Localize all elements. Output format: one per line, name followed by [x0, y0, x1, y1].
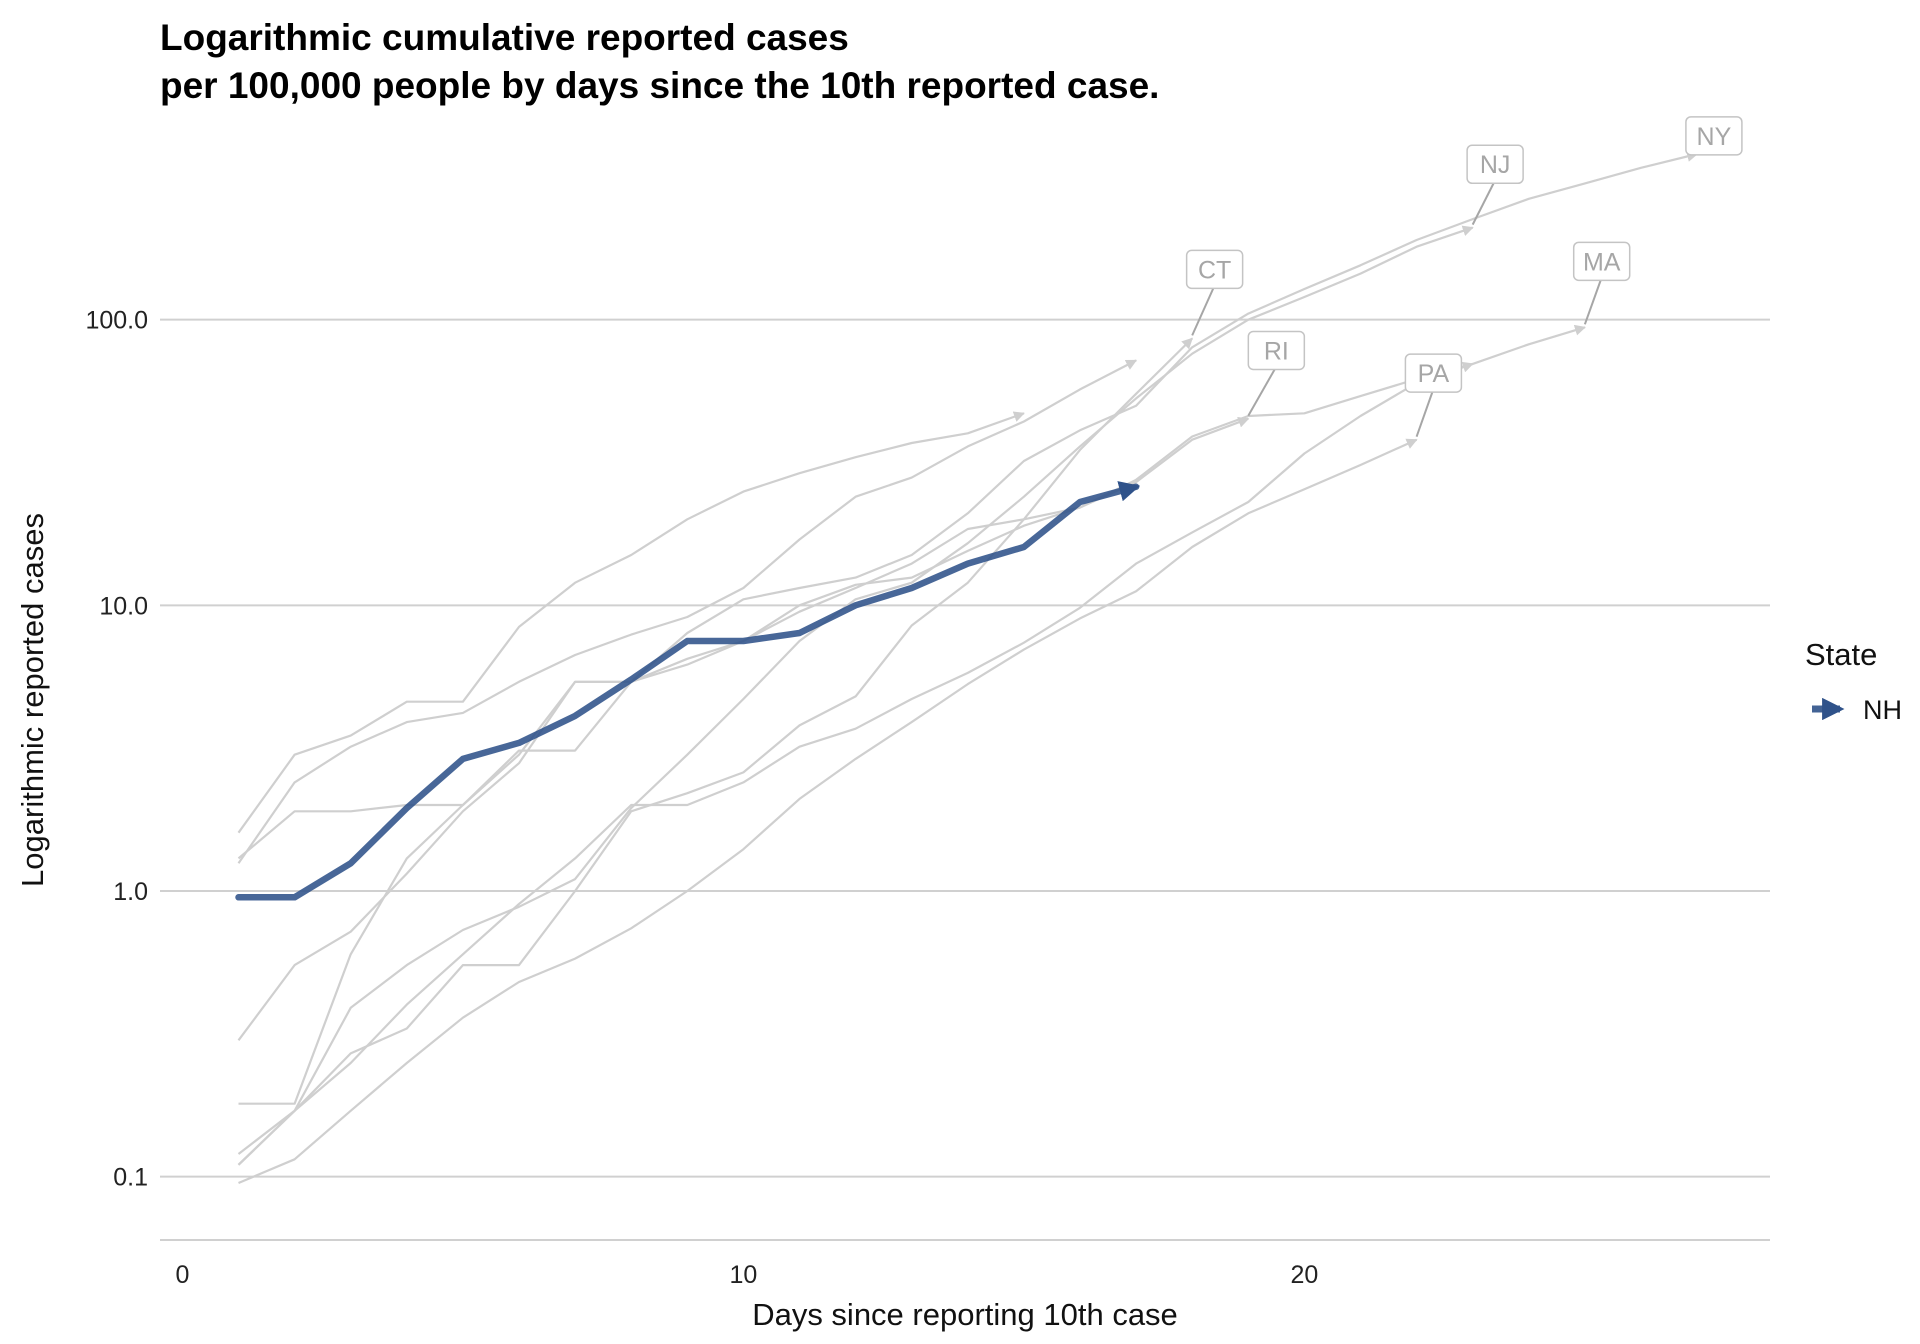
- label-connector-ma: [1583, 277, 1603, 325]
- background-series: [237, 151, 1699, 1185]
- legend-label-nh: NH: [1863, 695, 1902, 725]
- series-line-other-8: [237, 359, 1138, 864]
- y-axis-title: Logarithmic reported cases: [15, 513, 50, 887]
- series-line-ma: [237, 324, 1586, 1041]
- state-label-ny: NY: [1697, 123, 1732, 151]
- y-tick-label-1: 1.0: [113, 878, 148, 906]
- state-label-box-ma: [1572, 241, 1631, 282]
- y-gridlines: [160, 318, 1770, 1178]
- state-labels: NY NJ MA CT RI PA: [1185, 116, 1743, 393]
- series-line-nj: [237, 225, 1474, 1155]
- chart-title: Logarithmic cumulative reported cases: [160, 17, 849, 58]
- series-line-pa: [238, 438, 1418, 1185]
- series-line-other-9: [237, 361, 1474, 1166]
- y-tick-label-2: 10.0: [99, 592, 148, 620]
- label-connector-ri: [1247, 365, 1278, 417]
- x-tick-label-2: 20: [1290, 1261, 1318, 1289]
- label-connector-pa: [1415, 388, 1435, 438]
- x-tick-label-1: 10: [730, 1261, 758, 1289]
- state-label-box-ny: [1685, 116, 1743, 156]
- state-label-pa: PA: [1418, 360, 1450, 388]
- legend: State NH: [1805, 637, 1902, 725]
- state-label-ma: MA: [1583, 248, 1621, 276]
- x-tick-labels: 0 10 20: [175, 1261, 1318, 1289]
- x-tick-label-0: 0: [175, 1261, 189, 1289]
- series-line-ct: [237, 337, 1193, 1166]
- chart-subtitle: per 100,000 people by days since the 10t…: [160, 65, 1159, 106]
- label-connector-nj: [1471, 179, 1497, 226]
- state-label-box-pa: [1404, 353, 1463, 393]
- label-connectors: [1191, 150, 1714, 438]
- legend-title: State: [1805, 637, 1877, 672]
- label-connector-ct: [1191, 284, 1216, 336]
- x-axis-title: Days since reporting 10th case: [752, 1297, 1178, 1332]
- state-label-box-nj: [1466, 144, 1524, 184]
- series-line-other-7: [237, 411, 1025, 834]
- state-label-nj: NJ: [1480, 151, 1511, 179]
- state-label-ri: RI: [1264, 337, 1289, 365]
- y-tick-label-3: 100.0: [85, 307, 148, 335]
- y-tick-labels: 0.1 1.0 10.0 100.0: [85, 307, 148, 1192]
- series-line-nh: [235, 481, 1141, 901]
- y-tick-label-0: 0.1: [113, 1164, 148, 1192]
- state-label-box-ri: [1247, 330, 1306, 371]
- state-label-box-ct: [1185, 249, 1244, 290]
- series-line-ny: [238, 151, 1699, 1105]
- highlight-series: [235, 481, 1141, 901]
- state-label-ct: CT: [1198, 256, 1231, 284]
